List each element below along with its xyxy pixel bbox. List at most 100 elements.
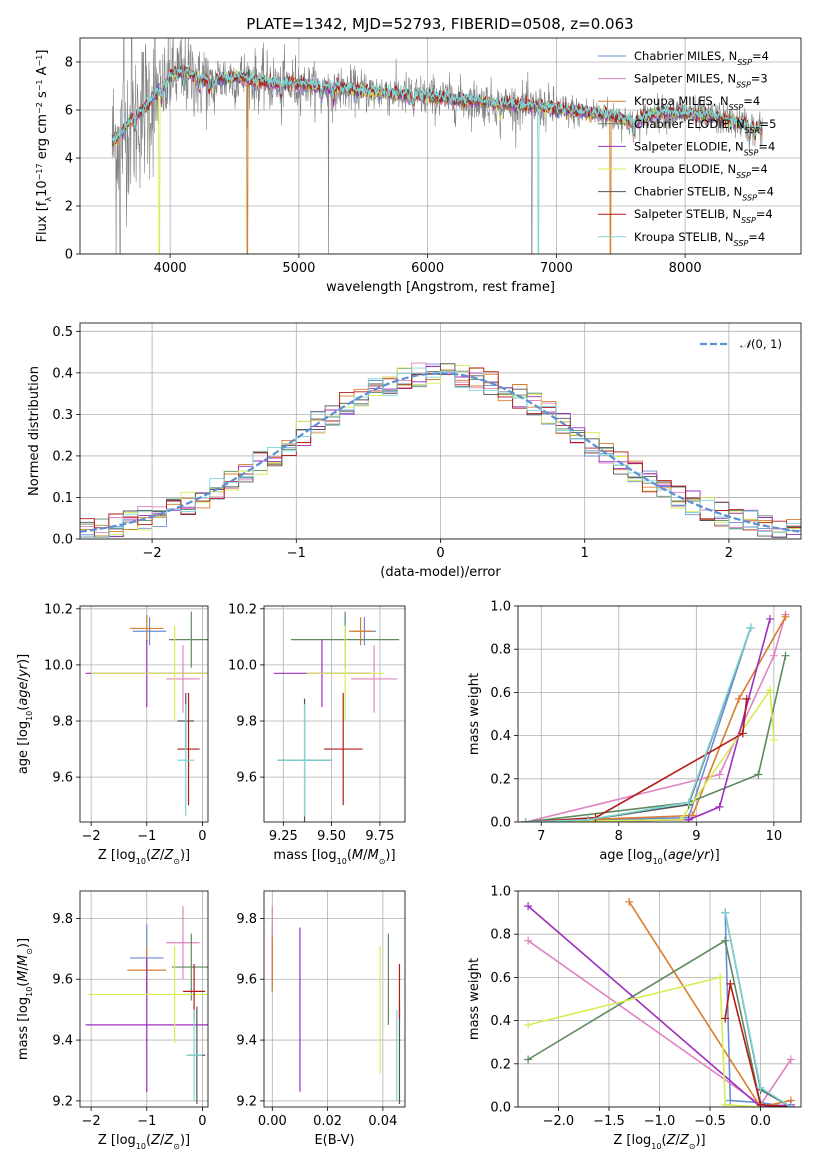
legend-entry-chabrier-elodie: Chabrier ELODIE, NSSP=5	[634, 117, 776, 135]
mass-vs-Z-panel: −2 −1 0 9.2 9.4 9.6 9.8 Z [log10(Z/Z⊙)] mass [lo…	[16, 890, 209, 1151]
x-tick-label: −2	[143, 546, 162, 561]
x-tick-label: 6000	[411, 261, 444, 276]
weight-vs-Z-panel: −2.0 −1.5 −1.0 −0.5 0.0 0.0 0.2 0.4 0.6 0.8 1.0 Z […	[467, 885, 802, 1151]
y-tick-label: 0.8	[490, 928, 511, 943]
weight-point-salpeter-miles	[786, 1055, 795, 1064]
weight-point-salpeter-stelib	[738, 729, 747, 738]
weight-point-salpeter-miles	[715, 770, 724, 779]
y-tick-label: 0	[65, 248, 73, 263]
weight-line-salpeter-stelib	[724, 983, 791, 1107]
weight-point-salpeter-elodie	[684, 815, 693, 822]
y-tick-label: 10.0	[44, 658, 73, 673]
axes-frame	[263, 605, 406, 823]
y-tick-label: 0.1	[52, 491, 73, 506]
legend-entry-salpeter-miles: Salpeter MILES, NSSP=3	[634, 72, 768, 90]
plot-area	[80, 362, 801, 538]
x-tick-label: 2	[725, 546, 733, 561]
legend-entry-chabrier-miles: Chabrier MILES, NSSP=4	[634, 49, 769, 67]
y-tick-label: 0.4	[52, 366, 73, 381]
x-axis-label: Z [log10(Z/Z⊙)]	[613, 1133, 705, 1151]
y-tick-label: 9.2	[236, 1094, 257, 1109]
plot-area	[85, 611, 208, 817]
y-tick-label: 0.3	[52, 408, 73, 423]
plot-area	[85, 906, 208, 1104]
spectrum-legend: Chabrier MILES, NSSP=4 Salpeter MILES, NS…	[598, 49, 776, 247]
axes-frame	[517, 605, 802, 823]
y-tick-label: 9.6	[236, 771, 257, 786]
histogram-chabrier-stelib	[80, 363, 801, 538]
x-tick-label: 8000	[669, 261, 702, 276]
y-tick-label: 9.4	[236, 1034, 257, 1049]
weight-point-chabrier-miles	[726, 1096, 735, 1105]
x-tick-label: 10	[766, 829, 783, 844]
errorbar-chabrier-elodie	[169, 611, 208, 668]
y-tick-label: 0.2	[490, 1057, 511, 1072]
y-tick-label: 9.8	[52, 715, 73, 730]
x-tick-label: 8	[615, 829, 623, 844]
plot-area	[273, 611, 400, 822]
weight-point-salpeter-miles	[524, 936, 533, 945]
normal-curve-line	[80, 372, 801, 533]
weight-line-chabrier-elodie	[525, 655, 787, 822]
weight-point-kroupa-stelib	[721, 908, 730, 917]
weight-line-salpeter-stelib	[525, 698, 748, 822]
x-tick-label: 0.00	[258, 1114, 287, 1129]
y-tick-label: 0.6	[490, 971, 511, 986]
legend-entry-normal: 𝒩(0, 1)	[740, 337, 782, 351]
y-tick-label: 1.0	[490, 885, 511, 900]
y-tick-label: 4	[65, 152, 73, 167]
weight-point-salpeter-stelib	[742, 694, 751, 703]
weight-line-kroupa-stelib	[525, 627, 752, 822]
errorbar-salpeter-stelib	[323, 692, 363, 806]
y-tick-label: 10.0	[228, 658, 257, 673]
weight-line-kroupa-miles	[525, 616, 787, 822]
weight-point-chabrier-elodie	[754, 770, 763, 779]
x-tick-label: −1	[137, 829, 156, 844]
x-tick-label: 0	[198, 1114, 206, 1129]
y-axis-label: mass weight	[467, 958, 482, 1040]
errorbar-kroupa-elodie	[306, 625, 384, 722]
x-tick-label: −2.0	[543, 1114, 575, 1129]
weight-point-kroupa-miles	[625, 897, 634, 906]
errorbar-kroupa-miles	[130, 614, 164, 643]
y-tick-label: 0.2	[490, 772, 511, 787]
x-axis-label: (data-model)/error	[380, 565, 501, 580]
axes-frame	[79, 322, 802, 540]
axes-frame	[517, 890, 802, 1108]
weight-point-chabrier-elodie	[781, 651, 790, 660]
y-tick-label: 9.4	[52, 1034, 73, 1049]
x-tick-label: −0.5	[694, 1114, 726, 1129]
x-tick-label: 9	[692, 829, 700, 844]
y-tick-label: 9.8	[52, 912, 73, 927]
y-tick-label: 9.6	[52, 771, 73, 786]
x-axis-label: mass [log10(M/M⊙)]	[273, 848, 395, 866]
y-axis-label: Normed distribution	[27, 366, 42, 496]
x-tick-label: −1	[137, 1114, 156, 1129]
x-axis-label: Z [log10(Z/Z⊙)]	[98, 1133, 190, 1151]
weight-line-kroupa-elodie	[527, 976, 761, 1107]
weight-point-kroupa-miles	[734, 694, 743, 703]
y-tick-label: 8	[65, 56, 73, 71]
mass-vs-ebv-panel: 0.00 0.02 0.04 9.2 9.4 9.6 9.8 E(B-V)	[236, 890, 406, 1148]
weight-point-kroupa-elodie	[716, 973, 725, 982]
age-vs-Z-panel: −2 −1 0 9.6 9.8 10.0 10.2 Z [log10(Z/Z⊙)] age [l…	[16, 602, 209, 866]
errorbar-kroupa-stelib	[185, 1009, 203, 1101]
x-tick-label: −1	[287, 546, 306, 561]
axes-frame	[263, 890, 406, 1108]
y-axis-label: mass [log10(M/M⊙)]	[16, 938, 34, 1060]
weight-point-kroupa-stelib	[583, 815, 592, 822]
x-tick-label: 4000	[154, 261, 187, 276]
y-axis-label: age [log10(age/yr)]	[16, 654, 34, 774]
y-tick-label: 10.2	[228, 602, 257, 617]
legend-entry-kroupa-elodie: Kroupa ELODIE, NSSP=4	[634, 162, 768, 180]
errorbar-kroupa-miles	[348, 617, 373, 646]
weight-line-kroupa-stelib	[724, 912, 792, 1107]
x-tick-label: −2	[82, 1114, 101, 1129]
x-tick-label: 7000	[540, 261, 573, 276]
weight-point-chabrier-elodie	[524, 1055, 533, 1064]
y-tick-label: 9.8	[236, 912, 257, 927]
weight-point-salpeter-stelib	[726, 979, 735, 988]
weight-point-kroupa-stelib	[746, 623, 755, 632]
weight-point-kroupa-miles	[781, 612, 790, 621]
